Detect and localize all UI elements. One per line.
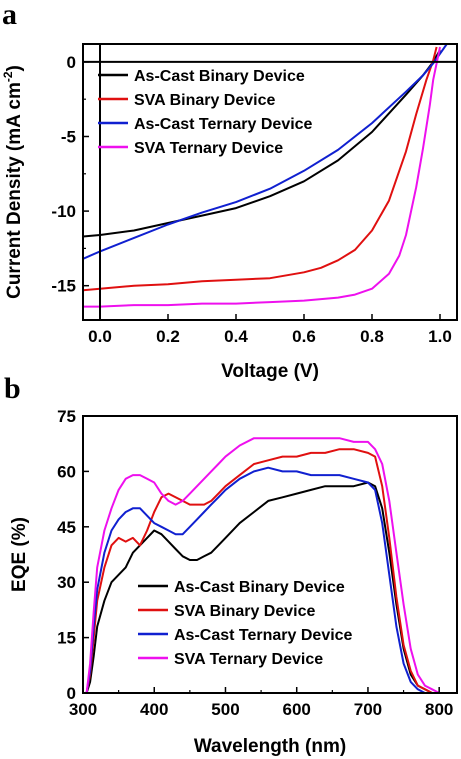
b-y-tick-label: 75 (57, 407, 76, 426)
panel-b-x-ticks: 300 400 500 600 700 800 (69, 687, 453, 719)
a-y-tick-label: -5 (61, 127, 76, 146)
panel-b-letter: b (4, 372, 21, 405)
a-y-tick-label: 0 (67, 53, 76, 72)
a-series-line-as-cast-ternary-device (83, 44, 448, 260)
panel-a-curves (83, 44, 448, 308)
b-x-tick-label: 800 (425, 700, 453, 719)
b-legend-label-as-cast-ternary-device: As-Cast Ternary Device (174, 627, 353, 644)
a-series-line-sva-binary-device (83, 46, 438, 292)
panel-b-legend: As-Cast Binary Device SVA Binary Device As… (138, 579, 353, 668)
panel-b-eqe-chart: b 300 400 500 600 700 800 0 15 30 45 60 75 Wavelen… (4, 372, 458, 757)
a-legend-label-as-cast-ternary-device: As-Cast Ternary Device (134, 116, 313, 133)
panel-a-y-axis-label-sup: -2 (1, 71, 15, 82)
a-legend-label-sva-ternary-device: SVA Ternary Device (134, 140, 283, 157)
b-x-tick-label: 700 (354, 700, 382, 719)
b-legend-label-sva-ternary-device: SVA Ternary Device (174, 651, 323, 668)
a-x-tick-label: 0.0 (88, 327, 112, 346)
b-legend-label-sva-binary-device: SVA Binary Device (174, 603, 316, 620)
panel-a-y-axis-label-end: ) (4, 65, 25, 71)
b-y-tick-label: 30 (57, 573, 76, 592)
panel-b-curves (85, 437, 447, 693)
b-x-tick-label: 300 (69, 700, 97, 719)
b-y-tick-label: 0 (67, 684, 76, 703)
b-x-tick-label: 500 (211, 700, 239, 719)
panel-b-y-ticks: 0 15 30 45 60 75 (57, 407, 89, 703)
a-x-tick-label: 0.4 (224, 327, 248, 346)
panel-a-x-ticks: 0.0 0.2 0.4 0.6 0.8 1.0 (88, 314, 452, 346)
panel-a-legend: As-Cast Binary Device SVA Binary Device As… (98, 68, 313, 157)
panel-b-x-axis-label: Wavelength (nm) (194, 736, 346, 757)
a-x-tick-label: 0.2 (156, 327, 180, 346)
b-series-line-as-cast-ternary-device (85, 466, 433, 693)
a-legend-label-as-cast-binary-device: As-Cast Binary Device (134, 68, 305, 85)
a-x-tick-label: 1.0 (428, 327, 452, 346)
b-x-tick-label: 400 (140, 700, 168, 719)
panel-b-y-axis-label: EQE (%) (9, 517, 30, 592)
a-y-tick-label: -15 (51, 277, 76, 296)
b-series-line-sva-ternary-device (85, 437, 447, 693)
b-series-line-sva-binary-device (85, 448, 440, 693)
a-series-line-sva-ternary-device (83, 46, 441, 308)
a-x-tick-label: 0.6 (292, 327, 316, 346)
b-y-tick-label: 15 (57, 629, 76, 648)
panel-a-x-axis-label: Voltage (V) (221, 361, 319, 382)
panel-a-letter: a (2, 0, 17, 31)
panel-a-y-axis-label-main: Current Density (mA cm (4, 82, 25, 299)
b-x-tick-label: 600 (283, 700, 311, 719)
panel-a-plot-frame (82, 43, 458, 321)
b-y-tick-label: 45 (57, 518, 76, 537)
panel-a-reference-lines (83, 44, 457, 320)
panel-a-y-axis-label: Current Density (mA cm-2) (1, 65, 25, 299)
panel-b-plot-frame (82, 415, 458, 694)
a-y-tick-label: -10 (51, 202, 76, 221)
panel-a-y-ticks: 0 -5 -10 -15 (51, 53, 89, 296)
b-series-line-as-cast-binary-device (85, 481, 440, 693)
b-y-tick-label: 60 (57, 462, 76, 481)
a-x-tick-label: 0.8 (360, 327, 384, 346)
a-legend-label-sva-binary-device: SVA Binary Device (134, 92, 276, 109)
panel-a-jv-chart: a 0.0 0.2 0.4 0.6 0.8 1.0 0 -5 -10 -15 Voltage (… (1, 0, 458, 382)
b-legend-label-as-cast-binary-device: As-Cast Binary Device (174, 579, 345, 596)
